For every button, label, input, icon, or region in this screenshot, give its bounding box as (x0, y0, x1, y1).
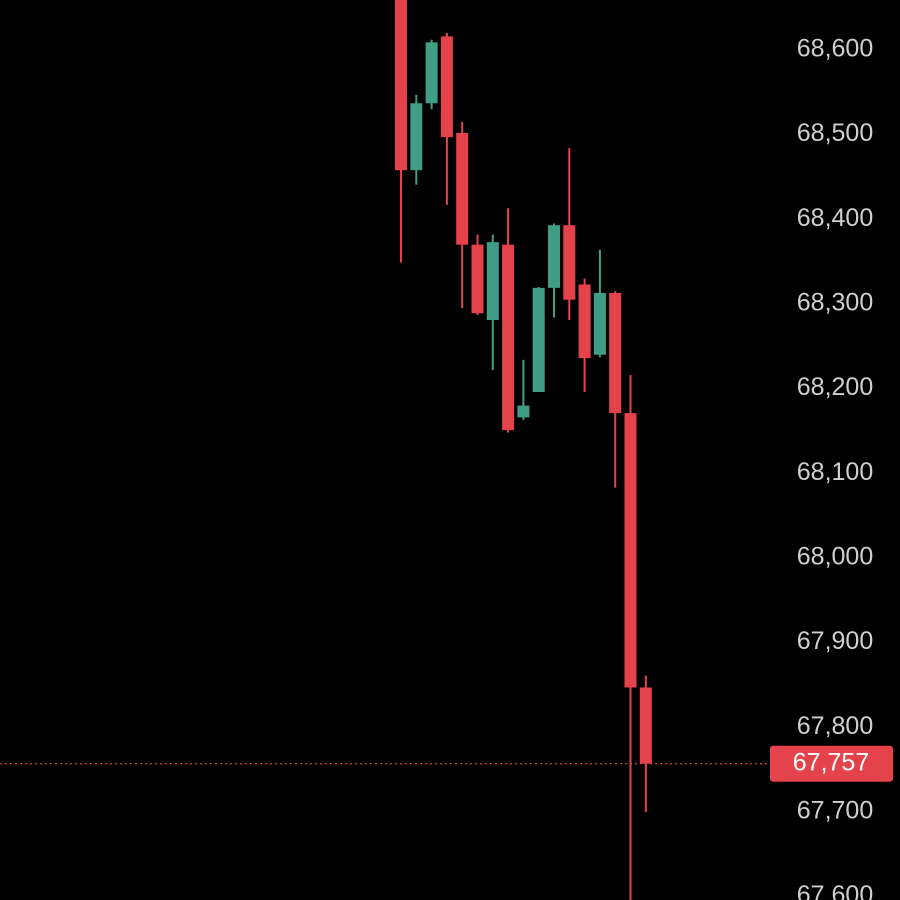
candle-body (395, 0, 407, 171)
candle-body (532, 287, 545, 393)
candle-body (609, 292, 622, 414)
y-tick-label: 68,600 (797, 35, 873, 63)
y-tick-label: 68,200 (797, 373, 873, 401)
candle-body (410, 103, 423, 171)
candle-body (517, 405, 530, 418)
y-tick-label: 68,300 (797, 289, 873, 317)
candle-body (578, 284, 591, 359)
y-tick-label: 67,800 (797, 712, 873, 740)
y-tick-label: 67,900 (797, 627, 873, 655)
y-tick-label: 68,000 (797, 543, 873, 571)
y-tick-label: 67,600 (797, 881, 873, 900)
candle-body (593, 292, 606, 355)
candle-body (440, 36, 453, 138)
y-tick-label: 67,700 (797, 797, 873, 825)
candle-body (486, 242, 499, 321)
candle-body (639, 687, 652, 764)
y-tick-label: 68,400 (797, 204, 873, 232)
candle-body (471, 244, 484, 314)
candle-body (624, 413, 637, 688)
candle-body (425, 42, 438, 104)
last-price-badge (770, 745, 893, 782)
y-tick-label: 68,100 (797, 458, 873, 486)
last-price-label: 67,757 (793, 748, 869, 776)
candle-body (456, 132, 469, 245)
candle-body (563, 225, 576, 300)
candle-body (548, 225, 560, 288)
plot-area (0, 0, 770, 900)
price-axis: 68,600 68,500 68,400 68,300 68,200 68,100 68,0… (760, 35, 893, 900)
y-tick-label: 68,500 (797, 119, 873, 147)
candle-body (502, 244, 515, 431)
